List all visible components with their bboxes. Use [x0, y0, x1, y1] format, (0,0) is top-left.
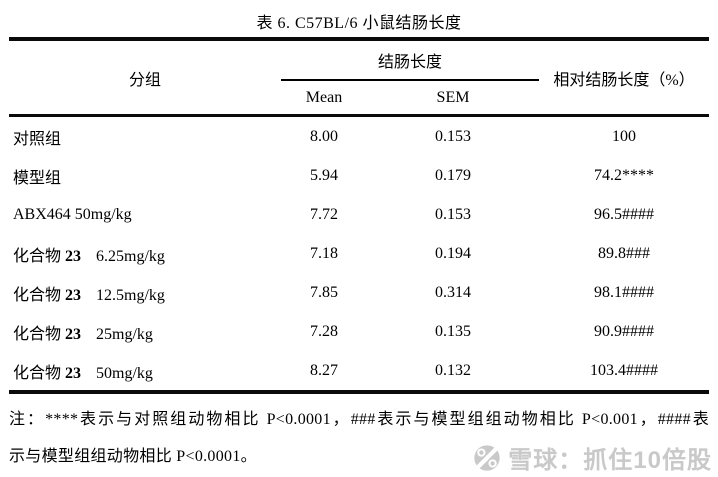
group-label: 模型组 — [13, 169, 62, 187]
mean-cell: 8.00 — [310, 127, 338, 145]
colon-length-table: 分组 结肠长度 相对结肠长度（%） Mean SEM 对照组 8.00 0.15… — [9, 37, 710, 394]
group-cell: 化合物 23 50mg/kg — [9, 351, 281, 392]
relative-cell: 98.1#### — [594, 283, 655, 301]
header-group: 分组 — [128, 71, 161, 89]
table-row-abx464: ABX464 50mg/kg 7.72 0.153 96.5#### — [9, 195, 709, 234]
compound-number: 23 — [65, 286, 82, 304]
dose-label: 6.25mg/kg — [96, 247, 165, 265]
relative-cell: 90.9#### — [594, 322, 655, 340]
mean-cell: 7.28 — [310, 322, 338, 340]
sem-cell: 0.314 — [435, 283, 471, 301]
relative-cell: 96.5#### — [594, 205, 655, 223]
header-relative-length: 相对结肠长度（%） — [553, 71, 695, 89]
compound-number: 23 — [65, 247, 82, 265]
footnote-line-1: 注：****表示与对照组动物相比 P<0.0001，###表示与模型组组动物相比… — [9, 411, 709, 428]
group-label: ABX464 50mg/kg — [13, 205, 132, 223]
sem-cell: 0.153 — [435, 205, 471, 223]
sem-cell: 0.135 — [435, 322, 471, 340]
relative-cell: 89.8### — [598, 244, 651, 262]
mean-cell: 5.94 — [310, 166, 338, 184]
table-row-compound23-50: 化合物 23 50mg/kg 8.27 0.132 103.4#### — [9, 351, 709, 392]
compound-number: 23 — [65, 364, 82, 382]
sem-cell: 0.153 — [435, 127, 471, 145]
footnote: 注：****表示与对照组动物相比 P<0.0001，###表示与模型组组动物相比… — [9, 401, 709, 475]
sem-cell: 0.132 — [435, 361, 471, 379]
header-sem: SEM — [436, 88, 470, 106]
dose-label: 50mg/kg — [96, 364, 153, 382]
sem-cell: 0.179 — [435, 166, 471, 184]
group-label: 对照组 — [13, 130, 62, 148]
group-label: 化合物 — [13, 247, 66, 265]
table-title: 表 6. C57BL/6 小鼠结肠长度 — [256, 15, 462, 32]
group-label: 化合物 — [13, 325, 66, 343]
dose-label: 12.5mg/kg — [96, 286, 165, 304]
table-row-compound23-25: 化合物 23 25mg/kg 7.28 0.135 90.9#### — [9, 312, 709, 351]
group-cell: 化合物 23 6.25mg/kg — [9, 234, 281, 273]
watermark-text: 雪球：抓住10倍股 — [508, 447, 712, 474]
table-row-control: 对照组 8.00 0.153 100 — [9, 116, 709, 157]
group-cell: 模型组 — [9, 156, 281, 195]
footnote-line-2: 示与模型组组动物相比 P<0.0001。 — [9, 448, 257, 465]
group-label: 化合物 — [13, 286, 66, 304]
xueqiu-watermark: 雪球：抓住10倍股 — [472, 440, 712, 475]
relative-cell: 100 — [612, 127, 637, 145]
mean-cell: 7.72 — [310, 205, 338, 223]
group-cell: ABX464 50mg/kg — [9, 195, 281, 234]
header-colon-length: 结肠长度 — [281, 39, 540, 81]
group-label: 化合物 — [13, 364, 66, 382]
table-row-compound23-12-5: 化合物 23 12.5mg/kg 7.85 0.314 98.1#### — [9, 273, 709, 312]
group-cell: 化合物 23 25mg/kg — [9, 312, 281, 351]
compound-number: 23 — [65, 325, 82, 343]
header-mean: Mean — [305, 88, 343, 106]
table-row-model: 模型组 5.94 0.179 74.2**** — [9, 156, 709, 195]
table-row-compound23-6-25: 化合物 23 6.25mg/kg 7.18 0.194 89.8### — [9, 234, 709, 273]
sem-cell: 0.194 — [435, 244, 471, 262]
mean-cell: 7.85 — [310, 283, 338, 301]
relative-cell: 74.2**** — [594, 166, 655, 184]
table-header: 分组 结肠长度 相对结肠长度（%） Mean SEM — [9, 39, 710, 116]
dose-label: 25mg/kg — [96, 325, 153, 343]
relative-cell: 103.4#### — [590, 361, 659, 379]
mean-cell: 7.18 — [310, 244, 338, 262]
mean-cell: 8.27 — [310, 361, 338, 379]
group-cell: 对照组 — [9, 116, 281, 157]
xueqiu-logo-icon — [472, 443, 502, 473]
group-cell: 化合物 23 12.5mg/kg — [9, 273, 281, 312]
